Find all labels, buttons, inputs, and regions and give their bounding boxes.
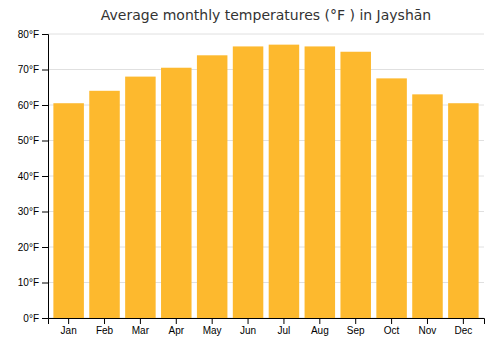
y-tick-label: 20°F	[18, 242, 39, 253]
x-tick: Jun	[240, 318, 256, 336]
y-tick: 80°F	[18, 29, 48, 40]
x-tick-mark	[319, 318, 320, 324]
x-tick-label: Feb	[96, 325, 114, 336]
y-tick-mark	[42, 247, 48, 248]
x-tick-mark	[212, 318, 213, 324]
x-tick-label: Oct	[384, 325, 400, 336]
y-tick-label: 0°F	[23, 313, 39, 324]
title: Average monthly temperatures (°F ) in Ja…	[101, 7, 431, 23]
bar	[197, 55, 228, 318]
grid-line	[48, 69, 484, 70]
grid	[48, 34, 484, 318]
bar	[448, 103, 479, 318]
bars	[53, 45, 478, 318]
x-tick-mark	[427, 318, 428, 324]
x-tick-mark	[140, 318, 141, 324]
x-tick-mark	[283, 318, 284, 324]
x-tick: Mar	[132, 318, 150, 336]
x-tick: Nov	[419, 318, 437, 336]
bar	[233, 46, 264, 318]
x-tick-label: Sep	[347, 325, 365, 336]
x-tick-label: Apr	[169, 325, 185, 336]
x-tick: Feb	[96, 318, 114, 336]
x-tick-mark	[391, 318, 392, 324]
x-tick: Apr	[169, 318, 185, 336]
y-axis: 0°F 10°F 20°F 30°F 40°F 50°F 60°F 70°F 80°F	[18, 29, 49, 324]
y-tick-mark	[42, 141, 48, 142]
x-tick-mark	[463, 318, 464, 324]
x-tick-mark	[68, 318, 69, 324]
x-tick-mark	[104, 318, 105, 324]
y-tick-label: 80°F	[18, 29, 39, 40]
y-tick: 40°F	[18, 171, 48, 182]
chart: 0°F 10°F 20°F 30°F 40°F 50°F 60°F 70°F 80°F Jan Fe…	[0, 0, 500, 350]
y-tick-label: 40°F	[18, 171, 39, 182]
y-axis-line	[42, 35, 49, 319]
y-tick-mark	[42, 34, 48, 35]
bar	[89, 91, 120, 318]
x-tick-mark	[176, 318, 177, 324]
x-tick-label: Nov	[419, 325, 437, 336]
y-tick-mark	[42, 283, 48, 284]
bar	[53, 103, 84, 318]
y-tick-label: 60°F	[18, 100, 39, 111]
bar	[376, 78, 407, 318]
y-tick-mark	[42, 318, 48, 319]
y-tick: 60°F	[18, 100, 48, 111]
y-tick: 0°F	[23, 313, 48, 324]
y-tick-mark	[42, 70, 48, 71]
y-tick-mark	[42, 212, 48, 213]
x-tick-label: Jul	[278, 325, 291, 336]
y-tick-label: 50°F	[18, 135, 39, 146]
y-tick: 10°F	[18, 277, 48, 288]
y-tick-label: 30°F	[18, 206, 39, 217]
y-tick: 70°F	[18, 64, 48, 75]
x-tick: Jan	[61, 318, 77, 336]
bar	[269, 45, 300, 318]
bar	[125, 77, 156, 318]
bar	[412, 94, 443, 318]
x-tick: Aug	[311, 318, 329, 336]
x-tick: Sep	[347, 318, 365, 336]
y-tick-label: 70°F	[18, 64, 39, 75]
x-tick-label: Jan	[61, 325, 77, 336]
x-tick-label: Aug	[311, 325, 329, 336]
bar	[340, 52, 371, 318]
y-tick: 30°F	[18, 206, 48, 217]
x-tick: May	[203, 318, 222, 336]
y-tick: 50°F	[18, 135, 48, 146]
y-tick-mark	[42, 105, 48, 106]
y-tick-label: 10°F	[18, 277, 39, 288]
x-tick-label: Jun	[240, 325, 256, 336]
plot: 0°F 10°F 20°F 30°F 40°F 50°F 60°F 70°F 80°F Jan Fe…	[18, 29, 485, 336]
x-tick: Oct	[384, 318, 400, 336]
bar	[305, 46, 336, 318]
x-tick-mark	[355, 318, 356, 324]
y-tick: 20°F	[18, 242, 48, 253]
x-axis: Jan Feb Mar Apr May Jun Jul Aug Sep Oct Nov Dec	[49, 318, 485, 336]
x-tick-label: Dec	[454, 325, 472, 336]
x-tick: Jul	[278, 318, 291, 336]
x-tick: Dec	[454, 318, 472, 336]
x-tick-label: Mar	[132, 325, 150, 336]
y-tick-mark	[42, 176, 48, 177]
grid-line	[48, 34, 484, 35]
bar	[161, 68, 192, 318]
x-axis-line	[49, 319, 485, 325]
x-tick-mark	[248, 318, 249, 324]
x-tick-label: May	[203, 325, 222, 336]
